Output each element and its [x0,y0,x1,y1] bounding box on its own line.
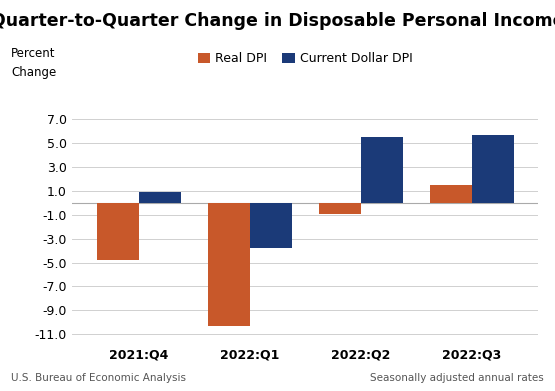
Bar [250,203,292,248]
Bar [361,137,403,203]
Legend: Real DPI, Current Dollar DPI: Real DPI, Current Dollar DPI [193,47,417,70]
Bar [208,203,250,326]
Bar [319,203,361,213]
Bar [472,135,514,203]
Text: Percent: Percent [11,47,56,60]
Bar [139,192,181,203]
Text: Change: Change [11,66,57,79]
Text: Seasonally adjusted annual rates: Seasonally adjusted annual rates [370,373,544,383]
Text: U.S. Bureau of Economic Analysis: U.S. Bureau of Economic Analysis [11,373,186,383]
Bar [97,203,139,260]
Bar [430,185,472,203]
Text: Quarter-to-Quarter Change in Disposable Personal Income: Quarter-to-Quarter Change in Disposable … [0,12,555,30]
